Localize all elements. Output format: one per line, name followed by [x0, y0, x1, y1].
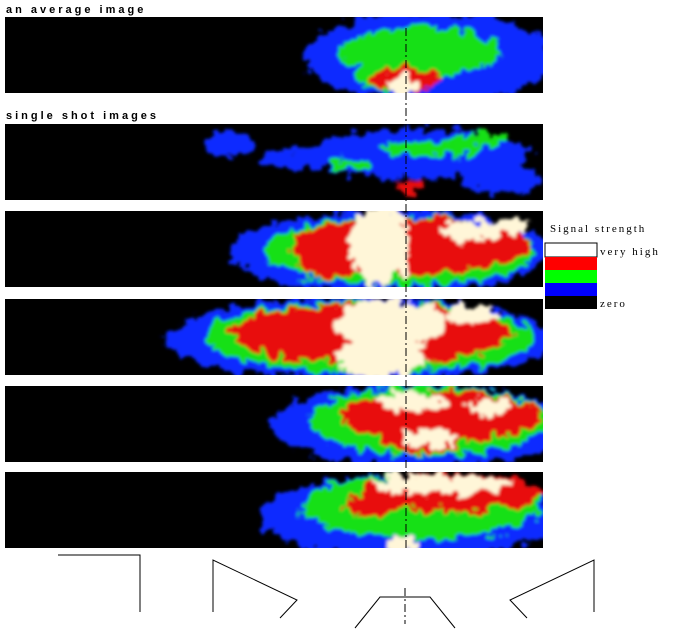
signal — [305, 12, 555, 102]
sketch-4 — [510, 560, 594, 618]
image-panel — [5, 472, 560, 559]
geometry-sketches — [58, 555, 594, 628]
single-shot-title: single shot images — [6, 110, 159, 122]
figure: an average image single shot images Sign… — [0, 0, 674, 632]
image-panel — [5, 124, 543, 200]
legend-high: very high — [600, 246, 660, 258]
signal-blob — [405, 428, 455, 448]
signal-blob — [385, 539, 415, 549]
signal-blob — [490, 218, 530, 234]
image-panel — [5, 384, 570, 468]
image-panel — [5, 297, 555, 381]
panels — [5, 12, 570, 559]
legend-white — [545, 243, 597, 257]
signal-blob — [335, 337, 425, 377]
signal — [165, 297, 555, 381]
signal-blob — [460, 164, 540, 194]
signal-blob — [370, 474, 510, 494]
signal-blob — [450, 133, 510, 145]
signal-blob — [445, 304, 495, 324]
signal-blob — [375, 391, 445, 411]
legend-title: Signal strength — [550, 223, 646, 235]
legend: Signal strength very high zero — [545, 223, 660, 310]
signal-blob — [300, 254, 360, 278]
signal-blob — [470, 398, 510, 414]
image-panel — [5, 12, 555, 102]
image-panel — [5, 206, 550, 293]
signal-blob — [398, 181, 422, 193]
legend-red — [545, 257, 597, 270]
sketch-2 — [213, 560, 297, 618]
signal-blob — [345, 497, 395, 517]
average-title: an average image — [6, 4, 146, 16]
sketch-1 — [58, 555, 140, 612]
signal-blob — [350, 206, 410, 286]
signal — [270, 384, 570, 468]
signal-blob — [330, 158, 370, 170]
legend-green — [545, 270, 597, 283]
legend-low: zero — [600, 298, 627, 310]
signal-blob — [388, 76, 416, 94]
signal-blob — [205, 132, 255, 156]
legend-blue — [545, 283, 597, 296]
legend-black — [545, 296, 597, 309]
